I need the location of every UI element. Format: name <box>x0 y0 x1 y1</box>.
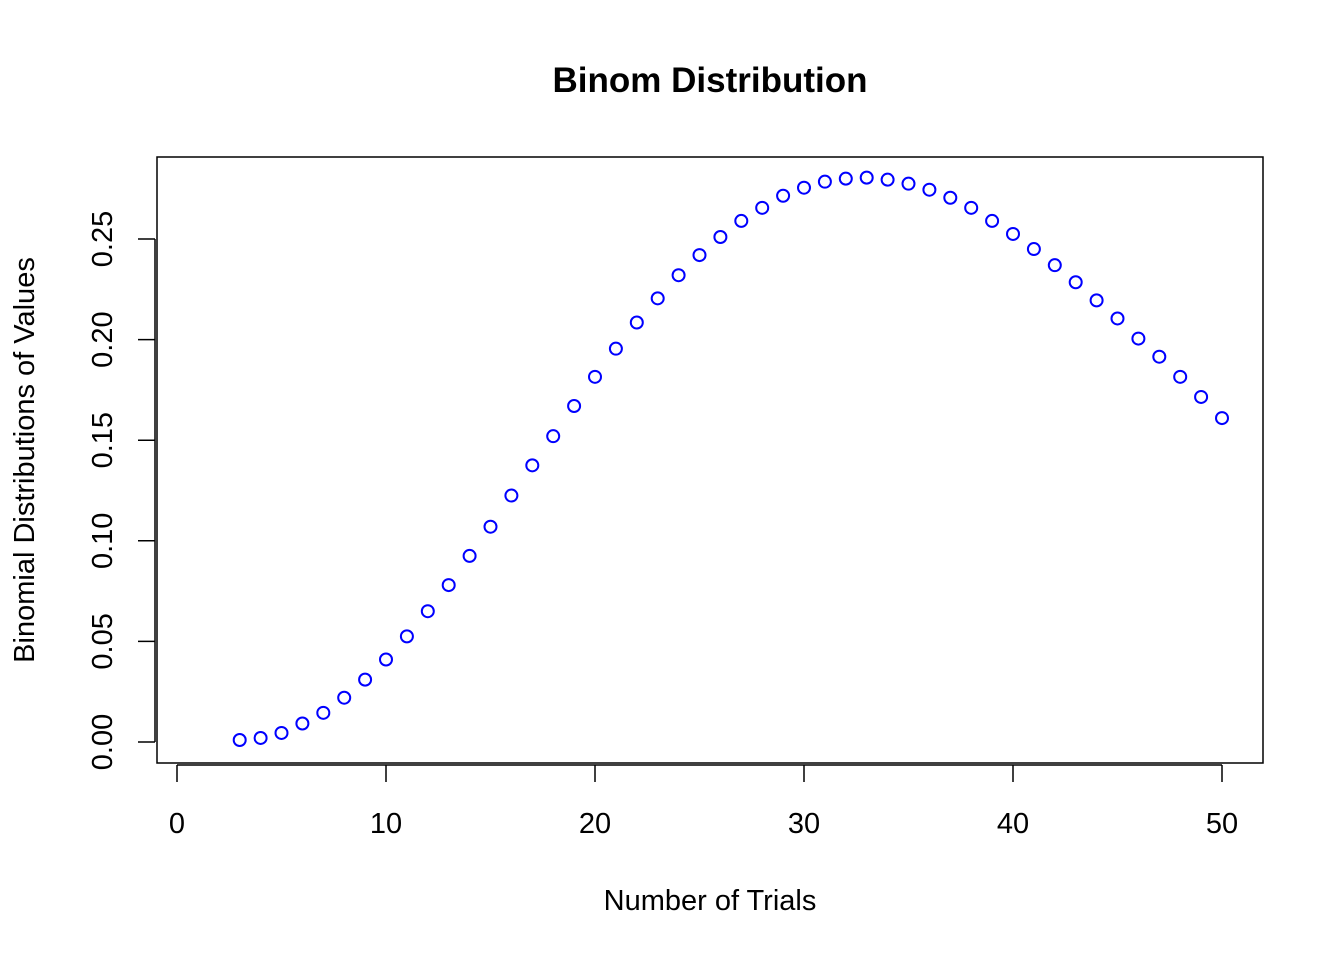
y-tick-label: 0.20 <box>87 311 119 367</box>
data-point <box>379 652 393 667</box>
data-point <box>588 369 602 384</box>
data-point <box>546 429 561 444</box>
y-axis: 0.00 0.05 0.10 0.15 0.20 0.25 <box>87 211 156 770</box>
data-point <box>337 690 352 705</box>
data-point <box>232 732 247 747</box>
data-point <box>504 488 519 503</box>
data-point <box>483 519 498 534</box>
data-point <box>692 248 707 263</box>
data-point <box>274 725 289 740</box>
x-tick-label: 50 <box>1206 808 1238 840</box>
data-point <box>922 182 937 197</box>
data-point <box>608 341 623 356</box>
data-point <box>713 229 728 244</box>
y-tick-label: 0.00 <box>87 714 119 770</box>
data-point <box>1131 331 1146 346</box>
data-point <box>650 291 665 306</box>
data-point <box>985 213 1000 228</box>
data-point <box>964 200 979 215</box>
data-point <box>399 629 414 644</box>
x-tick-label: 20 <box>579 808 611 840</box>
data-point <box>316 705 331 720</box>
x-axis-label: Number of Trials <box>604 885 817 917</box>
data-point <box>880 172 895 187</box>
plot-area-frame <box>156 156 1264 764</box>
y-tick-label: 0.10 <box>87 513 119 569</box>
data-point <box>1110 311 1125 326</box>
data-point <box>629 315 644 330</box>
data-point <box>859 170 874 185</box>
data-point <box>1173 369 1188 384</box>
data-point <box>1006 226 1020 241</box>
data-point <box>1152 349 1167 364</box>
data-point <box>441 578 456 593</box>
data-point <box>901 176 916 191</box>
data-point <box>525 458 540 473</box>
data-points <box>232 170 1229 747</box>
data-point <box>797 180 811 195</box>
data-point <box>817 174 832 189</box>
data-point <box>358 672 373 687</box>
data-point <box>943 190 958 205</box>
data-point <box>776 188 791 203</box>
data-point <box>734 213 749 228</box>
data-point <box>1047 258 1062 273</box>
data-point <box>1068 275 1083 290</box>
x-tick-label: 40 <box>997 808 1029 840</box>
data-point <box>420 604 435 619</box>
data-point <box>1026 242 1041 257</box>
data-point <box>253 730 268 745</box>
data-point <box>462 548 477 563</box>
data-point <box>838 171 853 186</box>
y-axis-label: Binomial Distributions of Values <box>9 257 41 663</box>
x-axis: 0 10 20 30 40 50 <box>169 764 1238 840</box>
data-point <box>295 716 310 731</box>
data-point <box>671 268 686 283</box>
x-tick-label: 30 <box>788 808 820 840</box>
y-tick-label: 0.25 <box>87 211 119 267</box>
y-tick-label: 0.05 <box>87 613 119 669</box>
x-tick-label: 0 <box>169 808 185 840</box>
data-point <box>1089 293 1104 308</box>
y-tick-label: 0.15 <box>87 412 119 468</box>
data-point <box>1194 389 1209 404</box>
data-point <box>567 398 582 413</box>
chart-title: Binom Distribution <box>553 61 868 100</box>
x-tick-label: 10 <box>370 808 402 840</box>
data-point <box>755 200 770 215</box>
data-point <box>1215 411 1229 426</box>
